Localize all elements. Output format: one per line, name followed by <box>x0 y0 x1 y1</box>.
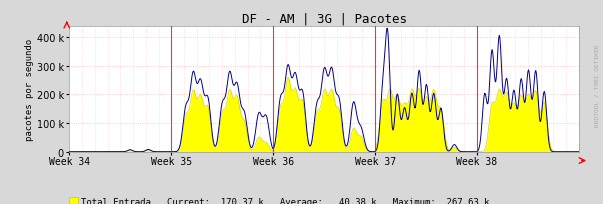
Y-axis label: pacotes por segundo: pacotes por segundo <box>25 38 34 140</box>
Legend: Total Entrada   Current:  170.37 k   Average:   40.38 k   Maximum:  267.63 k, To: Total Entrada Current: 170.37 k Average:… <box>69 197 495 204</box>
Text: RRDTOOL / TOBI OETIKER: RRDTOOL / TOBI OETIKER <box>595 45 599 127</box>
Title: DF - AM | 3G | Pacotes: DF - AM | 3G | Pacotes <box>242 12 406 25</box>
